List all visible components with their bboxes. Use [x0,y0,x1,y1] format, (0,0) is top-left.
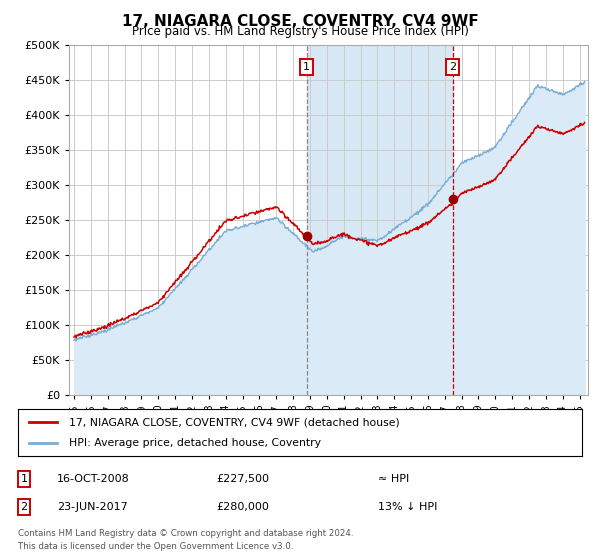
Text: This data is licensed under the Open Government Licence v3.0.: This data is licensed under the Open Gov… [18,542,293,551]
Text: £227,500: £227,500 [216,474,269,484]
Text: HPI: Average price, detached house, Coventry: HPI: Average price, detached house, Cove… [69,438,321,448]
Text: 17, NIAGARA CLOSE, COVENTRY, CV4 9WF (detached house): 17, NIAGARA CLOSE, COVENTRY, CV4 9WF (de… [69,417,400,427]
Text: 1: 1 [20,474,28,484]
Text: 1: 1 [303,62,310,72]
Text: 16-OCT-2008: 16-OCT-2008 [57,474,130,484]
Text: Contains HM Land Registry data © Crown copyright and database right 2024.: Contains HM Land Registry data © Crown c… [18,529,353,538]
Text: 2: 2 [20,502,28,512]
Text: ≈ HPI: ≈ HPI [378,474,409,484]
Text: Price paid vs. HM Land Registry's House Price Index (HPI): Price paid vs. HM Land Registry's House … [131,25,469,38]
Bar [307,45,452,395]
Text: 23-JUN-2017: 23-JUN-2017 [57,502,128,512]
Text: 13% ↓ HPI: 13% ↓ HPI [378,502,437,512]
Text: £280,000: £280,000 [216,502,269,512]
Text: 17, NIAGARA CLOSE, COVENTRY, CV4 9WF: 17, NIAGARA CLOSE, COVENTRY, CV4 9WF [122,14,478,29]
Text: 2: 2 [449,62,456,72]
